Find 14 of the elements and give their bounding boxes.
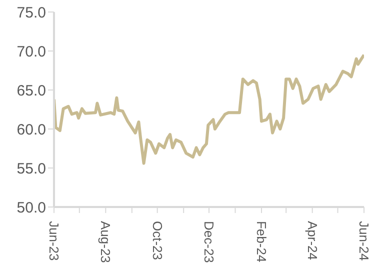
line-series: [54, 53, 364, 165]
y-tick-label: 70.0: [16, 43, 46, 60]
x-tick-label: Aug-23: [98, 221, 114, 263]
x-tick-label: Apr-24: [304, 221, 320, 260]
x-tick-label: Jun-23: [46, 221, 62, 261]
x-tick-label: Dec-23: [202, 221, 216, 263]
x-tick-label: Jun-24: [356, 221, 372, 261]
y-tick-label: 55.0: [16, 160, 46, 178]
x-tick-label: Feb-24: [254, 221, 270, 262]
y-tick-label: 60.0: [16, 121, 46, 138]
y-tick-label: 65.0: [16, 82, 46, 100]
x-tick-label: Oct-23: [150, 221, 165, 260]
y-tick-label: 50.0: [16, 199, 46, 216]
y-tick-label: 75.0: [16, 4, 46, 22]
